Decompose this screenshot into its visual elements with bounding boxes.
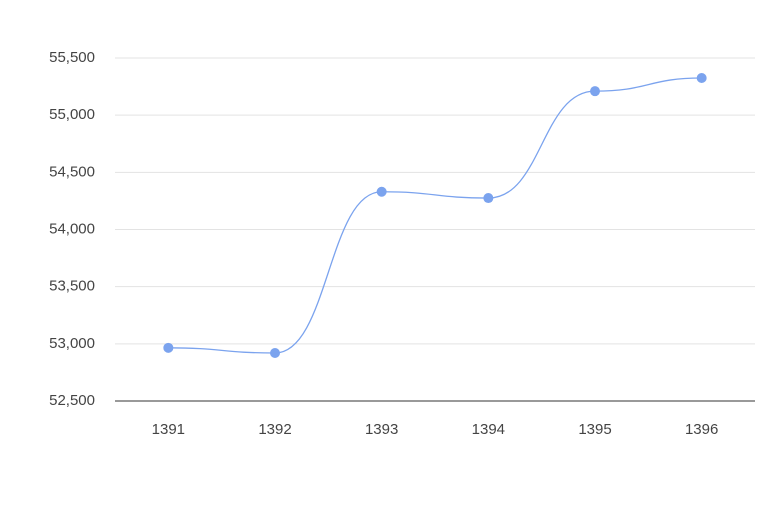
y-tick-label: 54,500	[49, 163, 95, 180]
y-tick-label: 55,000	[49, 106, 95, 123]
y-tick-label: 52,500	[49, 392, 95, 409]
y-tick-label: 53,500	[49, 278, 95, 295]
x-tick-label: 1394	[472, 421, 505, 438]
y-tick-label: 53,000	[49, 335, 95, 352]
data-point	[696, 73, 707, 84]
data-point	[483, 193, 494, 204]
x-tick-label: 1396	[685, 421, 718, 438]
data-point	[163, 342, 174, 353]
x-tick-label: 1392	[258, 421, 291, 438]
x-tick-label: 1391	[152, 421, 185, 438]
x-tick-label: 1395	[578, 421, 611, 438]
data-line	[168, 77, 702, 354]
data-point	[376, 186, 387, 197]
data-point	[270, 347, 280, 358]
x-tick-label: 1393	[365, 421, 398, 438]
y-tick-label: 55,500	[49, 49, 95, 66]
y-tick-label: 54,000	[49, 220, 95, 237]
data-point	[590, 86, 600, 97]
